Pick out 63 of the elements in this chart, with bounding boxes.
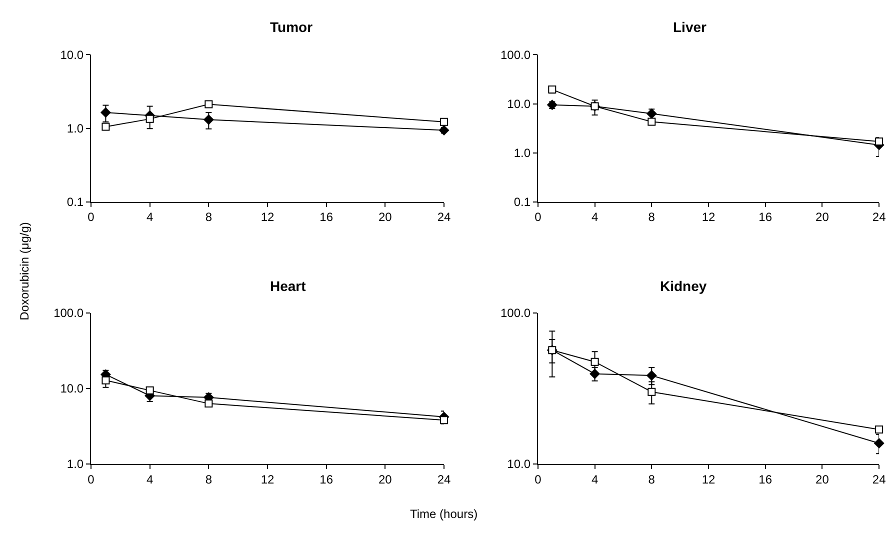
y-tick-label: 100.0 xyxy=(500,306,531,320)
chart-title: Kidney xyxy=(660,278,707,294)
y-tick-label: 10.0 xyxy=(507,96,531,111)
x-tick-label: 16 xyxy=(758,210,772,224)
x-tick-label: 0 xyxy=(534,472,542,486)
y-axis-title: Doxorubicin (μg/g) xyxy=(17,222,32,320)
x-tick-label: 20 xyxy=(816,210,830,224)
y-tick-label: 1.0 xyxy=(514,146,531,160)
y-tick-label: 10.0 xyxy=(507,457,531,472)
x-tick-label: 0 xyxy=(88,472,95,486)
x-tick-label: 8 xyxy=(205,210,212,224)
x-tick-label: 24 xyxy=(872,210,886,224)
point xyxy=(648,118,656,126)
x-tick-label: 4 xyxy=(591,210,598,224)
x-tick-label: 20 xyxy=(816,472,830,486)
point xyxy=(204,114,214,125)
x-tick-label: 4 xyxy=(591,472,598,486)
x-tick-label: 16 xyxy=(320,472,334,486)
y-tick-label: 0.1 xyxy=(514,195,531,210)
point xyxy=(204,100,213,108)
y-tick-label: 1.0 xyxy=(66,121,84,136)
point xyxy=(875,425,884,434)
point xyxy=(100,107,111,118)
point xyxy=(438,125,450,136)
point xyxy=(646,370,657,381)
x-tick-label: 4 xyxy=(146,472,154,486)
x-tick-label: 0 xyxy=(534,210,542,224)
x-tick-label: 24 xyxy=(437,472,451,486)
chart-title: Tumor xyxy=(270,19,314,35)
y-tick-label: 100.0 xyxy=(500,48,531,62)
y-tick-label: 1.0 xyxy=(66,457,84,472)
x-tick-label: 4 xyxy=(146,210,154,224)
y-tick-label: 0.1 xyxy=(66,195,84,210)
x-tick-label: 8 xyxy=(205,472,212,486)
point xyxy=(874,438,884,448)
x-tick-label: 20 xyxy=(378,210,392,224)
x-tick-label: 12 xyxy=(260,210,274,224)
y-tick-label: 10.0 xyxy=(60,48,84,62)
chart-title: Heart xyxy=(270,278,306,294)
x-tick-label: 12 xyxy=(702,210,716,224)
x-axis-title: Time (hours) xyxy=(410,507,478,521)
x-tick-label: 8 xyxy=(648,210,656,224)
x-tick-label: 16 xyxy=(320,210,334,224)
x-tick-label: 16 xyxy=(758,472,772,486)
x-tick-label: 24 xyxy=(437,210,451,224)
chart-title: Liver xyxy=(673,19,708,35)
x-tick-label: 8 xyxy=(648,472,656,486)
point xyxy=(440,416,448,424)
point xyxy=(146,114,154,123)
y-tick-label: 100.0 xyxy=(54,306,84,320)
y-tick-label: 10.0 xyxy=(60,382,84,396)
x-tick-label: 24 xyxy=(872,472,886,486)
point xyxy=(590,358,599,366)
x-tick-label: 20 xyxy=(378,472,392,486)
point xyxy=(102,122,110,131)
point xyxy=(648,388,656,396)
x-tick-label: 12 xyxy=(702,472,716,486)
point xyxy=(204,400,213,408)
point xyxy=(440,118,448,126)
x-tick-label: 12 xyxy=(260,472,274,486)
point xyxy=(146,386,154,394)
x-tick-label: 0 xyxy=(88,210,95,224)
point xyxy=(102,376,110,384)
